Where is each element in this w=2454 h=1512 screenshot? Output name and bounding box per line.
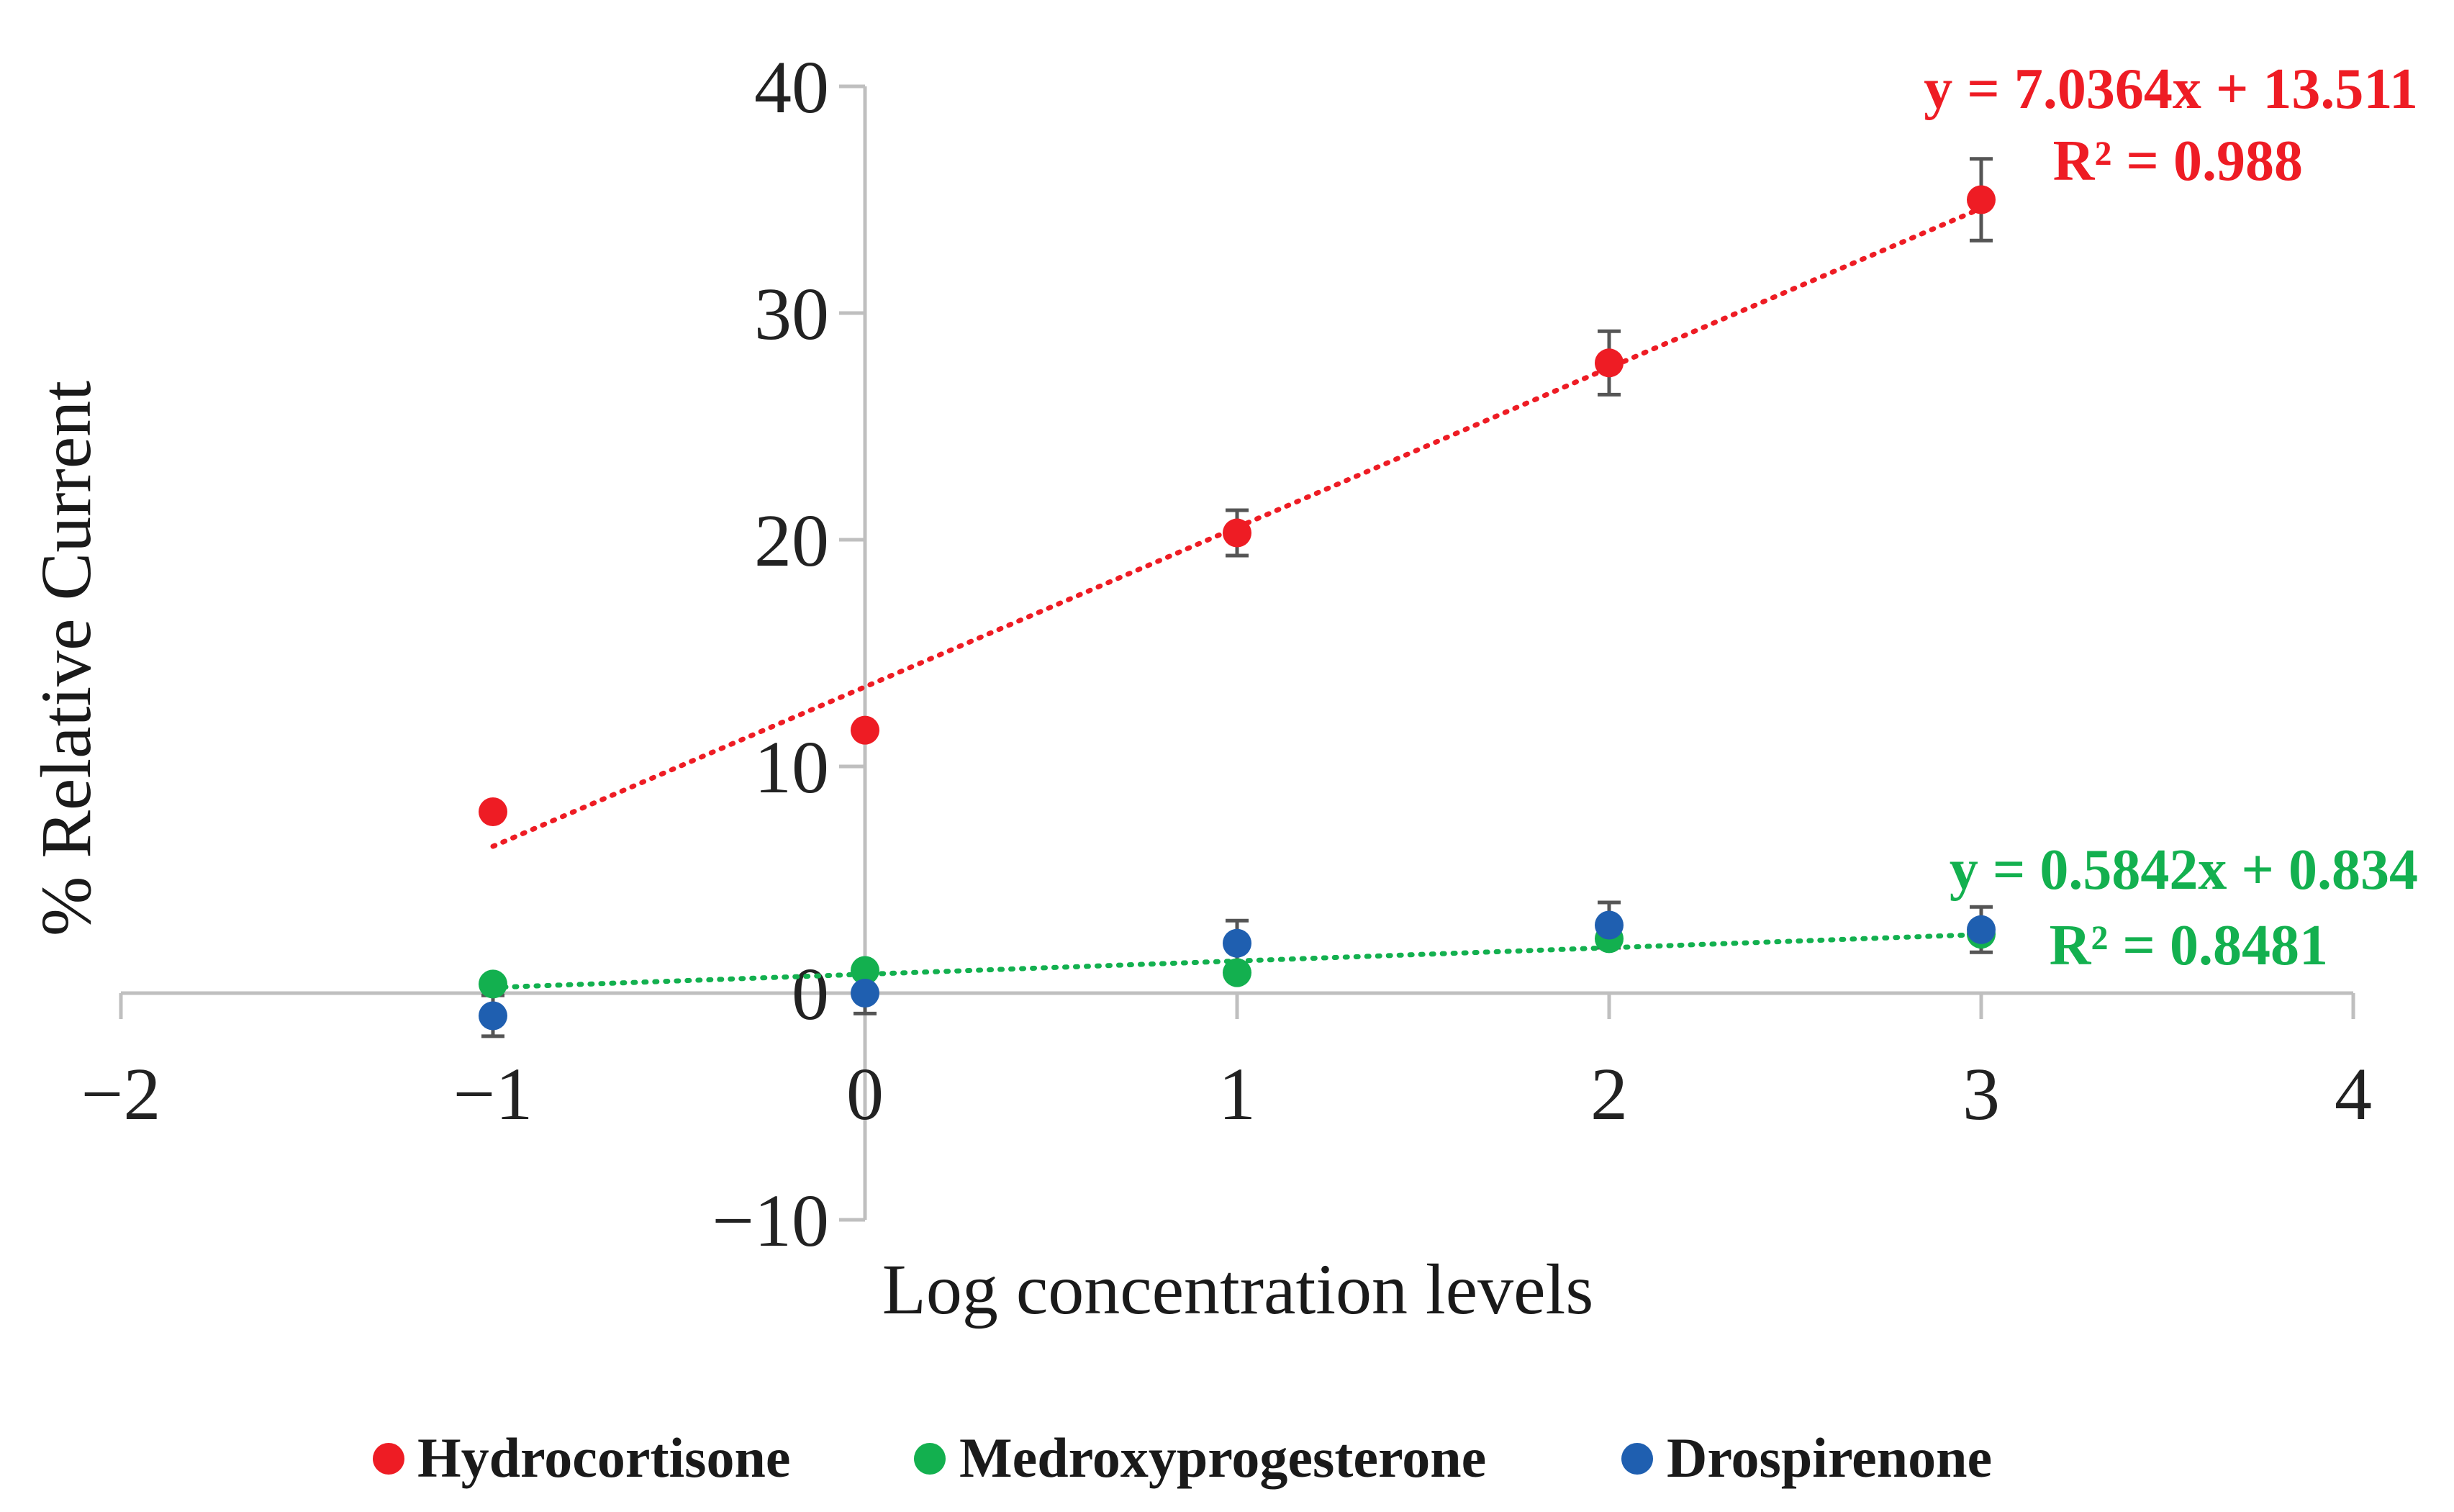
- x-axis-title: Log concentration levels: [882, 1249, 1594, 1329]
- legend-marker-medroxyprogesterone: [914, 1443, 946, 1475]
- legend-marker-hydrocortisone: [373, 1443, 404, 1475]
- axes: [121, 86, 2353, 1220]
- x-tick-label: 3: [1962, 1053, 2000, 1136]
- trendlines: [490, 205, 1984, 990]
- drospirenone-point: [851, 979, 879, 1008]
- hydrocortisone-point: [479, 797, 507, 826]
- medroxyprogesterone-point: [851, 956, 879, 985]
- x-tick-label: 4: [2335, 1053, 2372, 1136]
- legend-label-medroxyprogesterone: Medroxyprogesterone: [959, 1426, 1486, 1489]
- x-tick-label: 1: [1218, 1053, 1256, 1136]
- legend-item-medroxyprogesterone: Medroxyprogesterone: [914, 1426, 1486, 1489]
- drospirenone-point: [479, 1001, 507, 1031]
- medroxyprogesterone-equation: y = 0.5842x + 0.834: [1950, 838, 2418, 902]
- hydrocortisone-point: [851, 715, 879, 745]
- legend: Hydrocortisone Medroxyprogesterone Drosp…: [373, 1426, 1992, 1489]
- legend-marker-drospirenone: [1621, 1443, 1653, 1475]
- hydrocortisone-point: [1595, 348, 1624, 378]
- hydrocortisone-point: [1223, 518, 1251, 548]
- medroxyprogesterone-point: [479, 969, 507, 999]
- error-bars: [481, 157, 1993, 1038]
- y-tick-label: 40: [754, 46, 829, 129]
- legend-label-drospirenone: Drospirenone: [1667, 1426, 1992, 1489]
- y-tick-label: 20: [754, 499, 829, 582]
- y-tick-label: 0: [792, 953, 829, 1036]
- y-tick-label: −10: [712, 1180, 829, 1262]
- legend-item-hydrocortisone: Hydrocortisone: [373, 1426, 791, 1489]
- y-ticks: −10 0 10 20 30 40: [712, 46, 865, 1262]
- y-axis-title: % Relative Current: [26, 381, 106, 936]
- legend-item-drospirenone: Drospirenone: [1621, 1426, 1992, 1489]
- hydrocortisone-equation: y = 7.0364x + 13.511: [1924, 58, 2418, 121]
- x-tick-label: −2: [81, 1053, 161, 1136]
- drospirenone-point: [1223, 928, 1251, 958]
- medroxyprogesterone-point: [1223, 958, 1251, 987]
- legend-label-hydrocortisone: Hydrocortisone: [417, 1426, 791, 1489]
- drospirenone-point: [1595, 910, 1624, 940]
- medroxyprogesterone-r2: R² = 0.8481: [2050, 914, 2328, 977]
- y-tick-label: 30: [754, 273, 829, 356]
- y-tick-label: 10: [754, 726, 829, 809]
- drospirenone-point: [1967, 915, 1996, 944]
- data-points: [479, 185, 1996, 1031]
- hydrocortisone-point: [1967, 185, 1996, 214]
- x-ticks: −2 −1 0 1 2 3 4: [81, 993, 2372, 1136]
- hydrocortisone-r2: R² = 0.988: [2053, 130, 2303, 193]
- x-tick-label: 0: [846, 1053, 884, 1136]
- x-tick-label: −1: [453, 1053, 533, 1136]
- x-tick-label: 2: [1590, 1053, 1628, 1136]
